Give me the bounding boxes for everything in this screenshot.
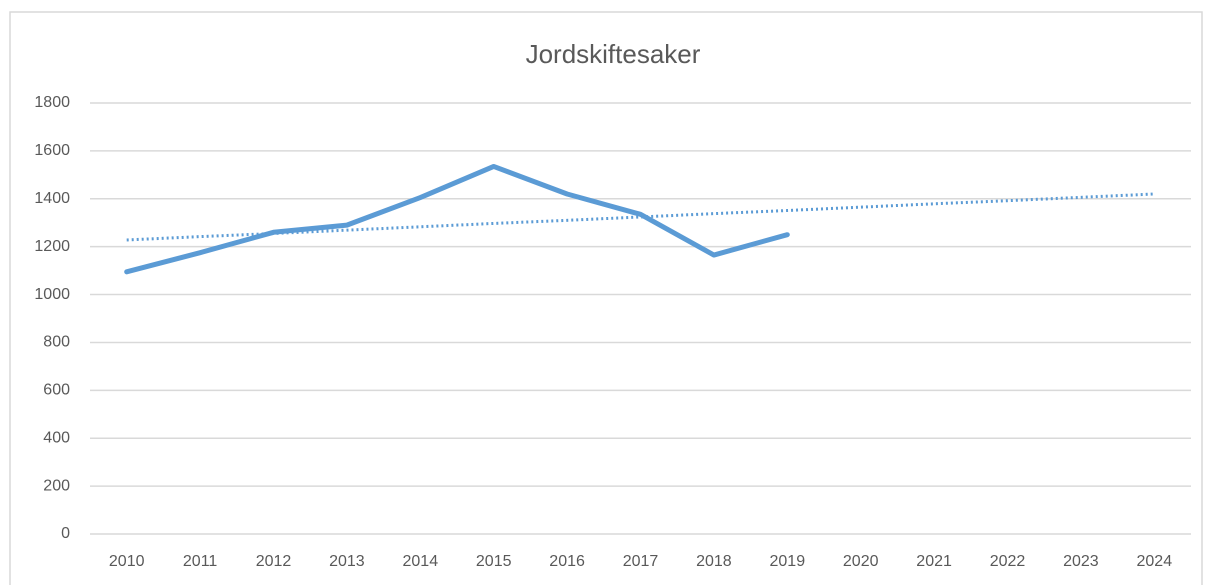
- y-tick-label: 1200: [34, 238, 70, 255]
- x-tick-label: 2021: [916, 553, 952, 570]
- x-tick-label: 2012: [256, 553, 292, 570]
- y-tick-label: 1600: [34, 142, 70, 159]
- x-tick-label: 2013: [329, 553, 365, 570]
- y-tick-label: 1000: [34, 286, 70, 303]
- chart-title: Jordskiftesaker: [526, 39, 701, 69]
- y-tick-label: 0: [61, 525, 70, 542]
- x-tick-label: 2020: [843, 553, 879, 570]
- x-tick-label: 2022: [990, 553, 1026, 570]
- x-tick-label: 2023: [1063, 553, 1099, 570]
- chart-border: [9, 11, 1203, 585]
- x-tick-label: 2016: [549, 553, 585, 570]
- y-tick-label: 800: [43, 334, 70, 351]
- x-tick-label: 2019: [770, 553, 806, 570]
- y-tick-label: 400: [43, 429, 70, 446]
- x-tick-label: 2014: [403, 553, 439, 570]
- x-tick-label: 2011: [183, 553, 218, 570]
- x-tick-label: 2015: [476, 553, 512, 570]
- trend-line: [126, 192, 1155, 242]
- x-tick-label: 2024: [1137, 553, 1173, 570]
- data-line: [124, 163, 790, 275]
- y-tick-label: 200: [43, 477, 70, 494]
- x-tick-label: 2018: [696, 553, 732, 570]
- x-tick-label: 2010: [109, 553, 145, 570]
- y-tick-label: 600: [43, 382, 70, 399]
- y-tick-label: 1800: [34, 94, 70, 111]
- x-tick-label: 2017: [623, 553, 659, 570]
- y-tick-label: 1400: [34, 190, 70, 207]
